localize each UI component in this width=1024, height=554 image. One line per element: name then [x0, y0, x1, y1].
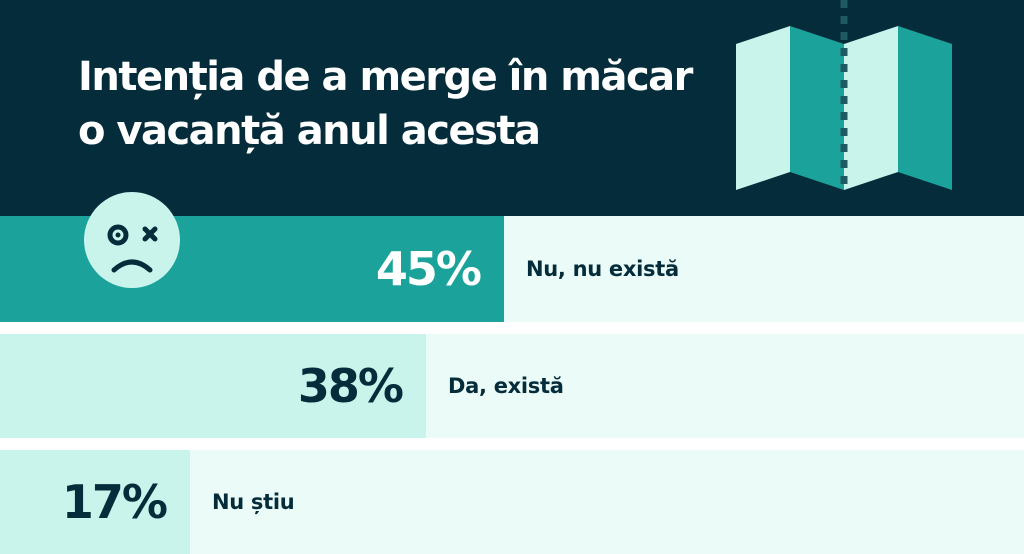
page-title: Intenția de a merge în măcar o vacanță a… — [78, 50, 693, 158]
sad-dizzy-face-icon — [84, 192, 180, 288]
chart-row: 38% Da, există — [0, 334, 1024, 438]
bar — [0, 216, 504, 322]
title-line-1: Intenția de a merge în măcar — [78, 54, 693, 100]
chart-row: 45% Nu, nu există — [0, 216, 1024, 322]
bar-value-label: 38% — [297, 359, 404, 413]
category-label: Nu, nu există — [526, 257, 679, 281]
chart-row: 17% Nu știu — [0, 450, 1024, 554]
bar — [0, 450, 190, 554]
header: Intenția de a merge în măcar o vacanță a… — [0, 0, 1024, 216]
bar-value-label: 45% — [375, 242, 482, 296]
category-label: Nu știu — [212, 490, 295, 514]
category-label: Da, există — [448, 374, 564, 398]
bar — [0, 334, 426, 438]
bar-value-label: 17% — [61, 475, 168, 529]
title-line-2: o vacanță anul acesta — [78, 108, 541, 154]
folded-map-icon — [736, 0, 952, 190]
